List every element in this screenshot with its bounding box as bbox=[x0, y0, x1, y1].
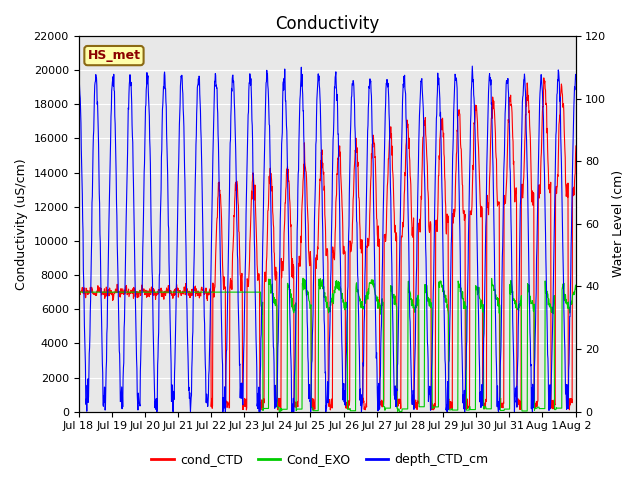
Text: HS_met: HS_met bbox=[88, 49, 140, 62]
Y-axis label: Conductivity (uS/cm): Conductivity (uS/cm) bbox=[15, 158, 28, 289]
Legend: cond_CTD, Cond_EXO, depth_CTD_cm: cond_CTD, Cond_EXO, depth_CTD_cm bbox=[147, 448, 493, 471]
Title: Conductivity: Conductivity bbox=[275, 15, 379, 33]
Y-axis label: Water Level (cm): Water Level (cm) bbox=[612, 170, 625, 277]
